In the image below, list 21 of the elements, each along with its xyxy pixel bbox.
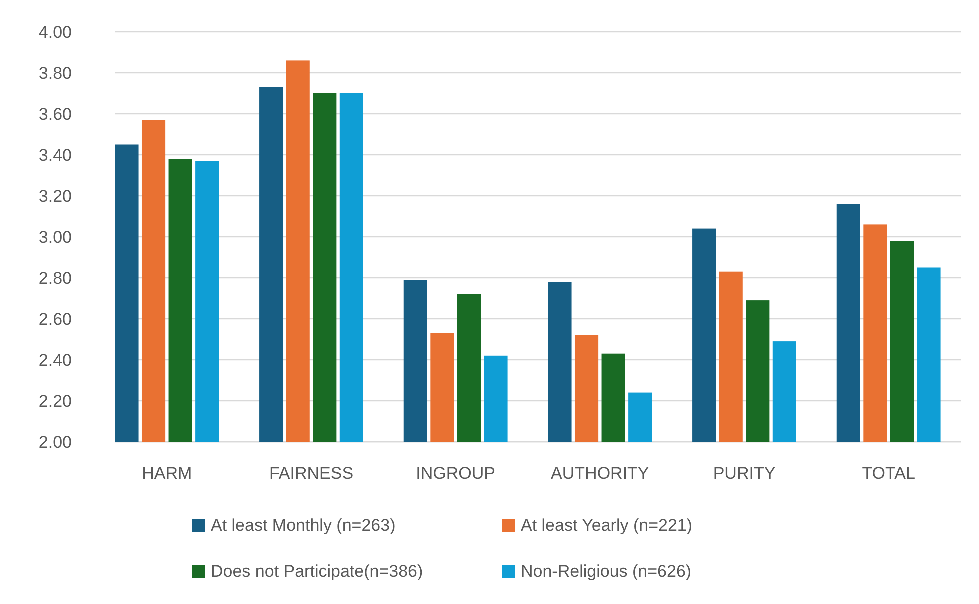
y-tick-label: 3.20 [38,186,72,206]
y-tick-label: 3.60 [38,104,72,124]
x-tick-label: PURITY [713,464,776,483]
y-tick-label: 2.20 [38,392,72,411]
x-tick-label: AUTHORITY [551,464,650,483]
y-tick-label: 3.40 [38,146,72,165]
legend-label: Non-Religious (n=626) [521,562,692,581]
y-tick-label: 4.00 [38,22,72,42]
y-tick-label: 2.80 [38,268,72,288]
y-tick-label: 3.00 [38,228,72,247]
legend-label: At least Monthly (n=263) [211,516,396,535]
y-tick-label: 2.40 [38,350,72,370]
legend-label: At least Yearly (n=221) [521,516,693,535]
x-tick-label: TOTAL [862,464,916,483]
y-tick-label: 2.60 [38,310,72,329]
x-tick-label: HARM [142,464,192,483]
x-tick-label: FAIRNESS [269,464,354,483]
y-tick-label: 3.80 [38,64,72,83]
legend-label: Does not Participate(n=386) [211,562,424,581]
y-tick-label: 2.00 [38,432,72,452]
x-tick-label: INGROUP [416,464,496,483]
